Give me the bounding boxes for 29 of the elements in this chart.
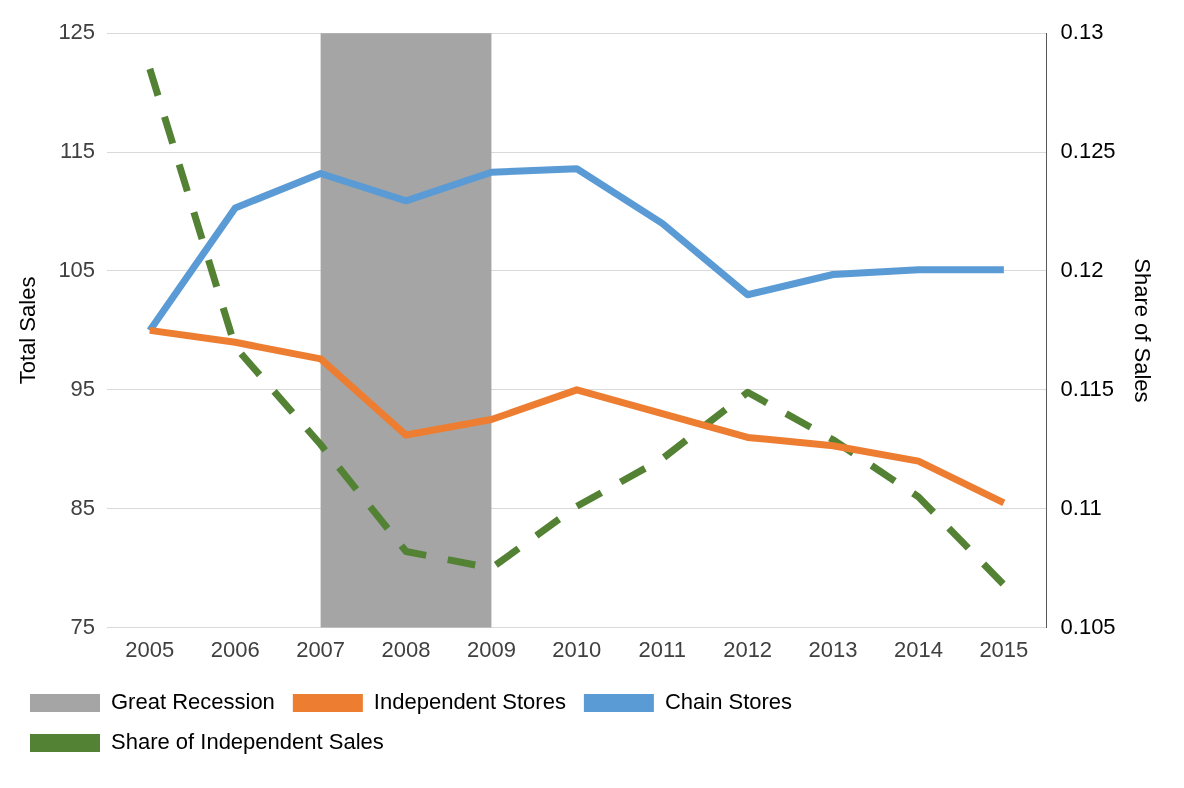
x-tick-label: 2011 xyxy=(638,636,686,662)
x-tick-label: 2013 xyxy=(808,636,858,662)
legend-label: Share of Independent Sales xyxy=(111,729,384,755)
x-tick-label: 2015 xyxy=(979,636,1029,662)
legend-label: Chain Stores xyxy=(664,689,793,715)
x-tick-label: 2010 xyxy=(552,636,602,662)
y2-tick-label: 0.11 xyxy=(1060,494,1102,520)
x-tick-label: 2007 xyxy=(296,636,346,662)
x-tick-label: 2008 xyxy=(381,636,431,662)
x-tick-label: 2009 xyxy=(466,636,516,662)
y-axis-title: Total Sales xyxy=(15,276,41,385)
y-tick-label: 105 xyxy=(58,257,96,283)
x-tick-label: 2006 xyxy=(210,636,260,662)
y2-tick-label: 0.105 xyxy=(1060,613,1116,639)
y2-tick-label: 0.115 xyxy=(1060,375,1114,401)
y-tick-label: 85 xyxy=(70,494,96,520)
y-tick-label: 115 xyxy=(60,138,96,164)
y2-axis-title: Share of Sales xyxy=(1129,258,1155,403)
x-tick-label: 2014 xyxy=(893,636,943,662)
x-tick-label: 2005 xyxy=(125,636,175,662)
legend-label: Great Recession xyxy=(111,689,275,715)
y-tick-label: 125 xyxy=(58,19,96,45)
y2-tick-label: 0.12 xyxy=(1060,257,1104,283)
x-tick-label: 2012 xyxy=(723,636,773,662)
y2-tick-label: 0.125 xyxy=(1060,138,1116,164)
y-tick-label: 75 xyxy=(70,613,96,639)
y2-tick-label: 0.13 xyxy=(1060,19,1104,45)
y-tick-label: 95 xyxy=(70,375,96,401)
legend-label: Independent Stores xyxy=(373,689,566,715)
